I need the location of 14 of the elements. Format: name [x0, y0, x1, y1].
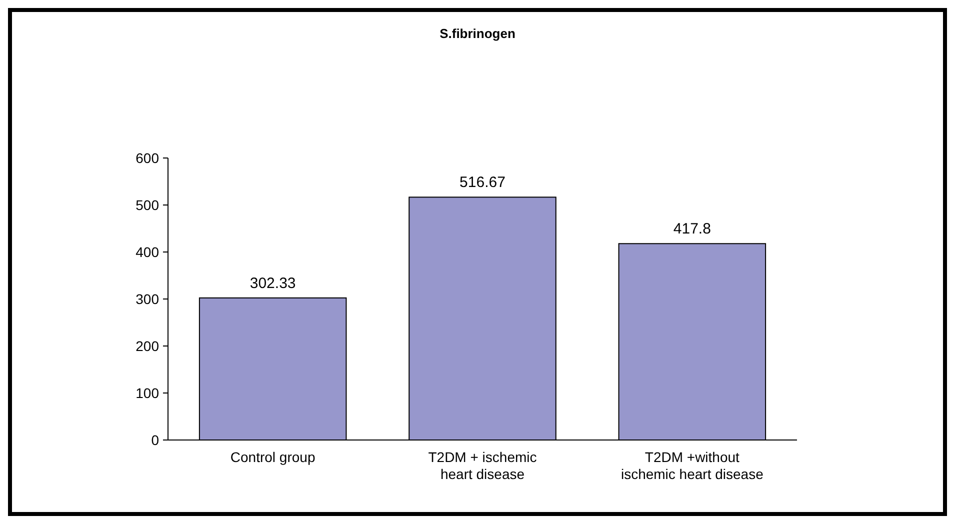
- y-tick-label: 200: [136, 338, 160, 354]
- x-tick-label: T2DM +without ischemic heart disease: [620, 449, 764, 482]
- y-tick-label: 300: [136, 290, 160, 307]
- y-tick-label: 600: [136, 150, 160, 166]
- y-tick-label: 400: [136, 244, 160, 260]
- data-label: 516.67: [460, 174, 506, 192]
- y-tick-label: 100: [136, 384, 160, 401]
- chart-title: S.fibrinogen: [440, 26, 516, 41]
- y-tick-label: 0: [151, 432, 160, 448]
- x-tick-label: Control group: [230, 449, 316, 465]
- x-tick-label: T2DM + ischemic heart disease: [428, 449, 537, 482]
- data-label: 302.33: [250, 274, 296, 292]
- data-label: 417.8: [673, 220, 711, 238]
- y-tick-label: 500: [136, 196, 160, 213]
